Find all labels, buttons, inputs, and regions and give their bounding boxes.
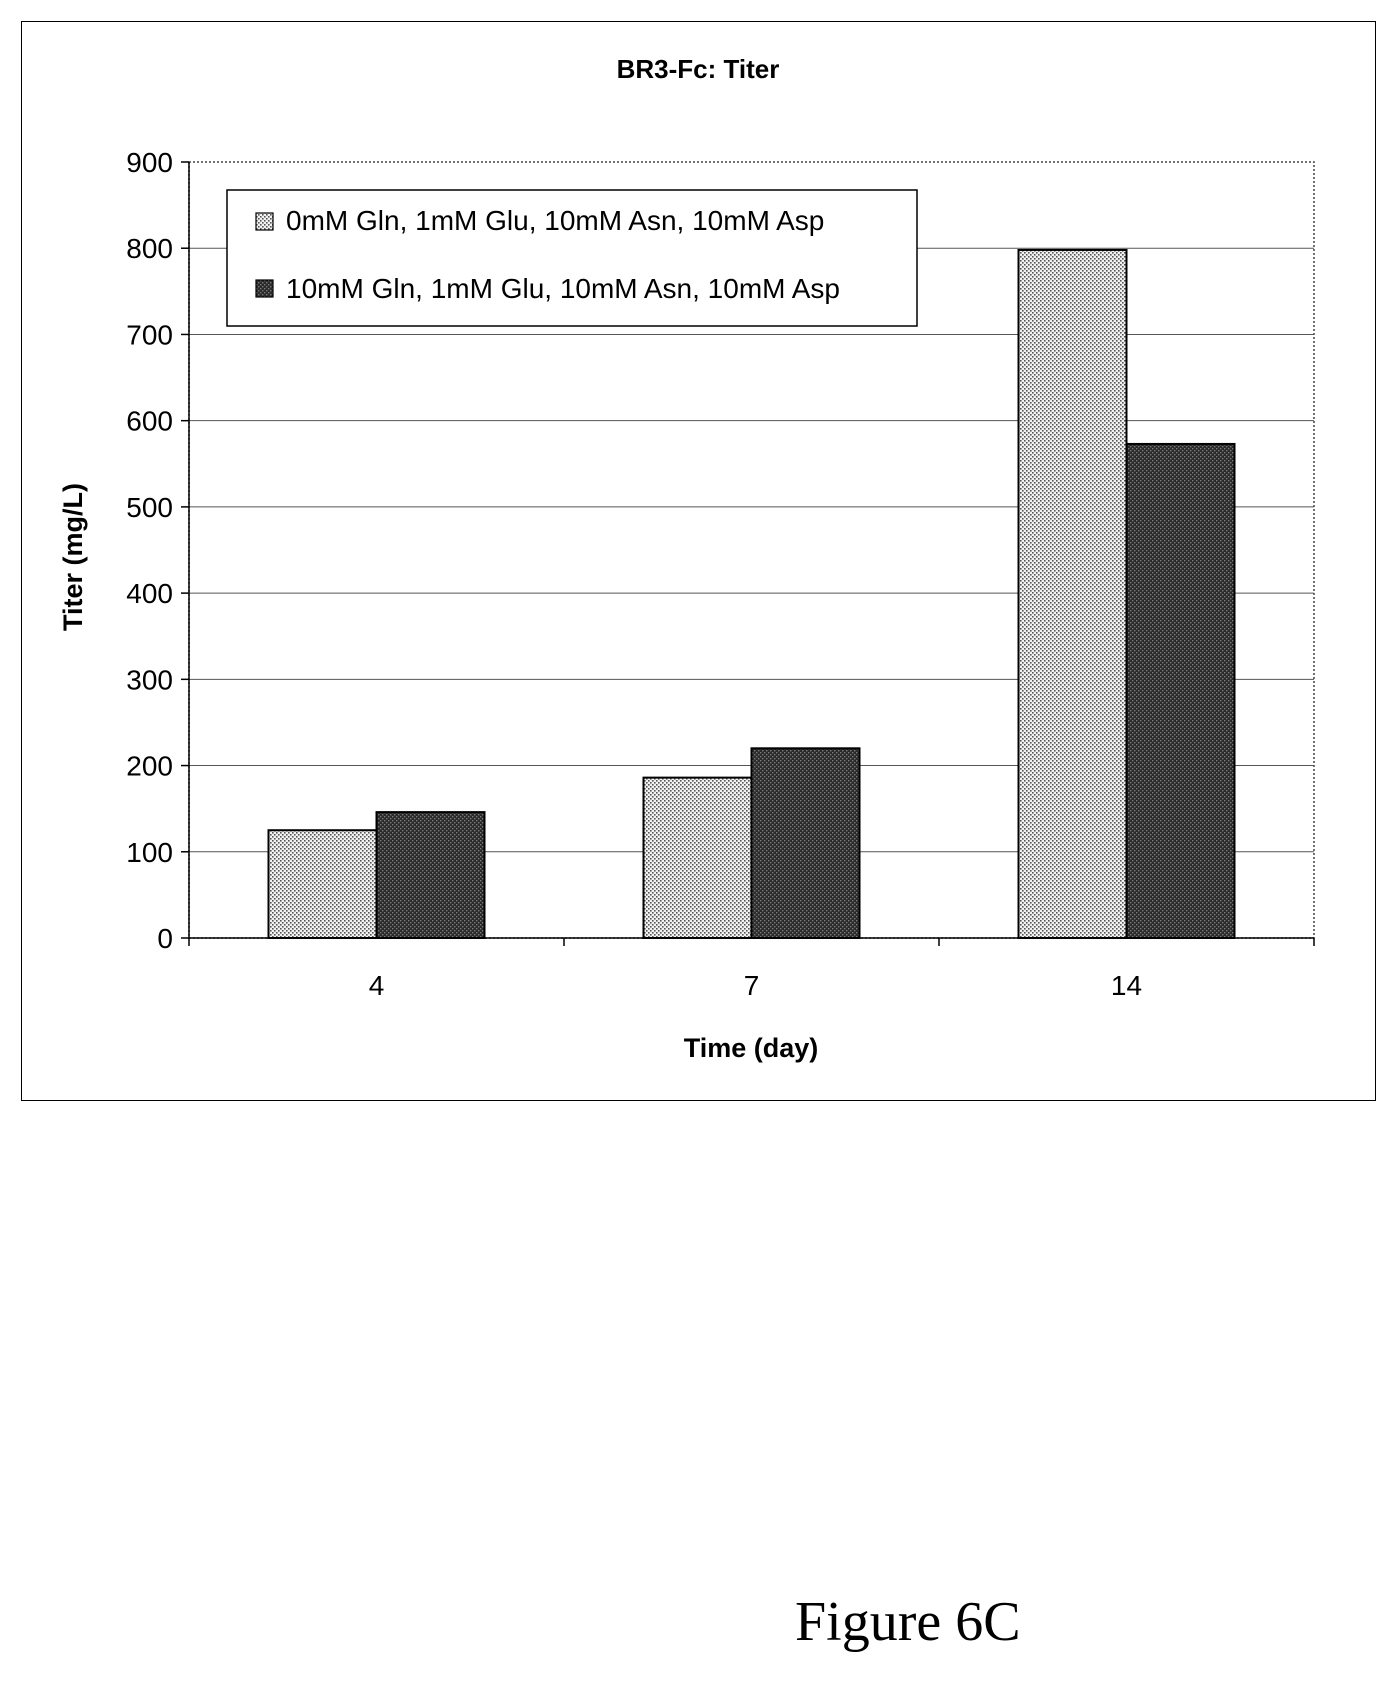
y-axis-label: Titer (mg/L) <box>58 483 88 631</box>
x-tick-label: 4 <box>369 970 385 1001</box>
bar-series-1-day-7 <box>642 776 753 939</box>
y-tick-label: 0 <box>157 923 173 954</box>
x-axis-ticks: 4 7 14 <box>188 938 1315 1001</box>
y-tick-label: 900 <box>126 147 173 178</box>
y-axis-ticks: 0 100 200 300 400 500 600 700 800 900 <box>126 147 189 954</box>
x-tick-label: 7 <box>744 970 760 1001</box>
y-tick-label: 200 <box>126 751 173 782</box>
x-axis-label: Time (day) <box>684 1033 819 1063</box>
y-tick-label: 600 <box>126 406 173 437</box>
bars <box>267 248 1236 940</box>
figure-caption: Figure 6C <box>795 1591 1021 1653</box>
y-tick-label: 500 <box>126 492 173 523</box>
legend-label-series-2: 10mM Gln, 1mM Glu, 10mM Asn, 10mM Asp <box>286 273 840 304</box>
y-tick-label: 800 <box>126 233 173 264</box>
bar-series-2-day-14 <box>1125 442 1236 939</box>
y-tick-label: 700 <box>126 319 173 350</box>
y-tick-label: 400 <box>126 578 173 609</box>
y-tick-label: 100 <box>126 837 173 868</box>
x-tick-label: 14 <box>1111 970 1142 1001</box>
y-tick-label: 300 <box>126 664 173 695</box>
bar-series-2-day-4 <box>375 811 486 939</box>
bar-series-1-day-4 <box>267 829 378 940</box>
legend: 0mM Gln, 1mM Glu, 10mM Asn, 10mM Asp 10m… <box>226 189 918 327</box>
chart-title: BR3-Fc: Titer <box>617 54 780 84</box>
legend-swatch-series-1 <box>255 212 274 231</box>
bar-series-1-day-14 <box>1017 248 1128 940</box>
legend-box <box>226 189 918 327</box>
legend-label-series-1: 0mM Gln, 1mM Glu, 10mM Asn, 10mM Asp <box>286 205 824 236</box>
chart-frame <box>21 21 1376 1101</box>
bar-series-2-day-7 <box>750 747 861 939</box>
legend-swatch-series-2 <box>255 279 274 298</box>
